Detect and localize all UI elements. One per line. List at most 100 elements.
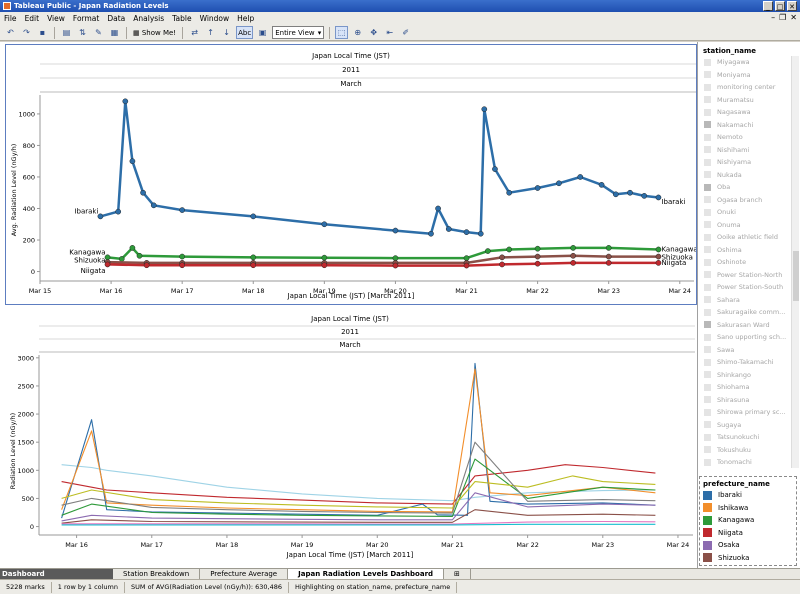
checkbox-icon[interactable] <box>704 283 711 291</box>
fit-dropdown[interactable]: Entire View ▾ <box>272 26 325 39</box>
data-point[interactable] <box>179 253 186 260</box>
series-line[interactable] <box>61 475 656 509</box>
new-sheet-tab-icon[interactable]: ⊞ <box>444 569 471 579</box>
series-line[interactable] <box>61 520 656 525</box>
data-point[interactable] <box>104 261 111 268</box>
data-point[interactable] <box>140 189 146 196</box>
menu-analysis[interactable]: Analysis <box>133 14 165 23</box>
data-point[interactable] <box>598 181 605 188</box>
station-filter-item[interactable]: Muramatsu <box>699 94 791 107</box>
data-point[interactable] <box>534 253 541 260</box>
checkbox-icon[interactable] <box>704 396 711 404</box>
clear-icon[interactable]: ✎ <box>95 28 102 37</box>
checkbox-icon[interactable] <box>704 108 711 116</box>
checkbox-icon[interactable] <box>704 158 711 166</box>
data-point[interactable] <box>506 246 513 253</box>
data-point[interactable] <box>115 208 122 215</box>
station-filter-item[interactable]: Shiohama <box>699 381 791 394</box>
menu-window[interactable]: Window <box>199 14 230 23</box>
data-point[interactable] <box>605 260 612 266</box>
presentation-icon[interactable]: ⇤ <box>386 28 394 37</box>
zoom-icon[interactable]: ⊕ <box>354 28 362 37</box>
station-radiation-chart[interactable]: Japan Local Time (JST) 2011 March Japan … <box>5 311 697 566</box>
data-point[interactable] <box>534 260 541 267</box>
series-line[interactable] <box>107 246 659 261</box>
checkbox-icon[interactable] <box>704 358 711 366</box>
checkbox-icon[interactable] <box>704 271 711 279</box>
station-filter-item[interactable]: Tatsunokuchi <box>699 431 791 444</box>
data-point[interactable] <box>577 174 584 180</box>
station-filter-item[interactable]: Sakurasan Ward <box>699 319 791 332</box>
data-point[interactable] <box>556 180 562 187</box>
checkbox-icon[interactable] <box>704 346 711 354</box>
station-filter-item[interactable]: Sawa <box>699 344 791 357</box>
data-point[interactable] <box>392 255 399 261</box>
data-point[interactable] <box>445 226 452 232</box>
station-filter-item[interactable]: Shirasuna <box>699 394 791 407</box>
annotate-icon[interactable]: ✐ <box>402 28 410 37</box>
checkbox-icon[interactable] <box>704 383 711 391</box>
station-filter-item[interactable]: monitoring center <box>699 81 791 94</box>
series-line[interactable] <box>61 509 656 524</box>
new-sheet-icon[interactable]: ▤ <box>62 28 71 37</box>
series-line[interactable] <box>107 254 659 265</box>
legend-item[interactable]: Osaka <box>700 539 796 552</box>
sort-desc-icon[interactable]: ↓ <box>223 28 230 37</box>
menu-table[interactable]: Table <box>172 14 192 23</box>
tab-station-breakdown[interactable]: Station Breakdown <box>113 569 201 579</box>
station-filter-item[interactable]: Ooike athletic field <box>699 231 791 244</box>
checkbox-icon[interactable] <box>704 58 711 66</box>
checkbox-icon[interactable] <box>704 71 711 79</box>
menu-help[interactable]: Help <box>237 14 255 23</box>
select-tool-icon[interactable]: ⬚ <box>335 26 349 39</box>
data-point[interactable] <box>104 254 111 261</box>
data-point[interactable] <box>481 106 488 113</box>
filter-scrollbar[interactable] <box>791 56 799 468</box>
data-point[interactable] <box>463 229 470 235</box>
station-filter-item[interactable]: Shinkango <box>699 369 791 382</box>
legend-item[interactable]: Ishikawa <box>700 502 796 515</box>
checkbox-icon[interactable] <box>704 321 711 329</box>
checkbox-icon[interactable] <box>704 146 711 154</box>
legend-item[interactable]: Ibaraki <box>700 489 796 502</box>
station-filter-item[interactable]: Power Station-North <box>699 269 791 282</box>
series-line[interactable] <box>61 368 656 513</box>
series-line[interactable] <box>61 441 656 514</box>
checkbox-icon[interactable] <box>704 333 711 341</box>
checkbox-icon[interactable] <box>704 171 711 179</box>
data-point[interactable] <box>655 246 662 253</box>
mdi-close-icon[interactable]: ✕ <box>790 13 797 22</box>
station-filter-item[interactable]: Nishiyama <box>699 156 791 169</box>
minimize-button[interactable]: _ <box>763 1 773 11</box>
data-point[interactable] <box>605 245 612 251</box>
station-filter-item[interactable]: Shimo-Takamachi <box>699 356 791 369</box>
checkbox-icon[interactable] <box>704 458 711 466</box>
scrollbar-thumb[interactable] <box>793 251 799 301</box>
station-filter-item[interactable]: Nagasawa <box>699 106 791 119</box>
menu-format[interactable]: Format <box>72 14 100 23</box>
data-point[interactable] <box>570 260 577 266</box>
station-filter-item[interactable]: Moniyama <box>699 69 791 82</box>
data-point[interactable] <box>250 254 257 261</box>
data-point[interactable] <box>605 253 612 260</box>
mdi-restore-icon[interactable]: ❐ <box>779 13 787 22</box>
checkbox-icon[interactable] <box>704 246 711 254</box>
data-point[interactable] <box>655 194 662 201</box>
station-filter-item[interactable]: Oba <box>699 181 791 194</box>
data-point[interactable] <box>118 256 125 262</box>
station-filter-item[interactable]: Oshinote <box>699 256 791 269</box>
checkbox-icon[interactable] <box>704 96 711 104</box>
series-line[interactable] <box>61 523 656 526</box>
save-icon[interactable]: ▪ <box>39 28 46 37</box>
data-point[interactable] <box>570 252 577 259</box>
data-point[interactable] <box>97 213 104 220</box>
series-line[interactable] <box>100 100 659 235</box>
station-filter-item[interactable]: Onuma <box>699 219 791 232</box>
data-point[interactable] <box>250 262 257 269</box>
station-filter-item[interactable]: Shirowa primary sc... <box>699 406 791 419</box>
data-point[interactable] <box>321 221 328 228</box>
station-filter-item[interactable]: Sakuragaike comm... <box>699 306 791 319</box>
data-point[interactable] <box>321 254 328 261</box>
data-point[interactable] <box>179 207 186 213</box>
redo-icon[interactable]: ↷ <box>23 28 30 37</box>
